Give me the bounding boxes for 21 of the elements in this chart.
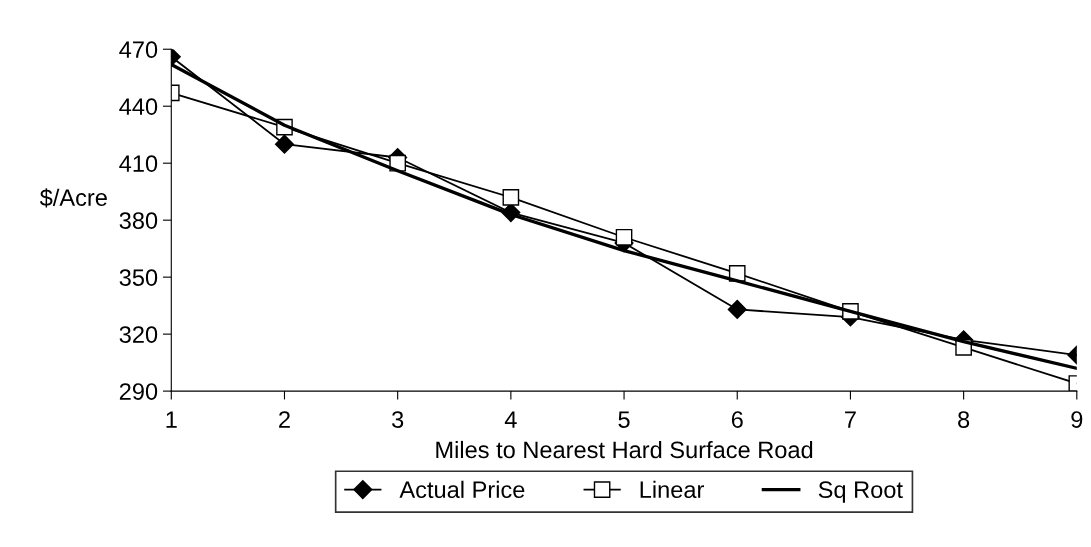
legend-label: Actual Price [399, 480, 525, 499]
y-tick-label: 470 [119, 41, 158, 59]
x-tick-label: 2 [279, 411, 290, 428]
x-axis-title: Miles to Nearest Hard Surface Road [436, 440, 813, 459]
x-tick-label: 3 [392, 411, 404, 428]
x-tick-label: 6 [731, 411, 743, 428]
y-tick-label: 350 [119, 269, 158, 286]
x-tick-label: 7 [845, 411, 856, 428]
y-axis-title: $/Acre [39, 188, 107, 208]
y-tick-label: 410 [119, 155, 158, 172]
legend-label: Sq Root [818, 481, 903, 503]
x-tick-label: 1 [166, 411, 177, 428]
legend-label: Linear [640, 480, 704, 499]
y-tick-label: 440 [119, 98, 158, 115]
x-tick-label: 9 [1071, 411, 1083, 428]
y-tick-label: 320 [119, 326, 158, 343]
x-tick-label: 4 [504, 411, 517, 428]
x-tick-label: 5 [618, 411, 630, 428]
y-tick-label: 380 [119, 212, 158, 229]
y-tick-label: 290 [119, 383, 158, 400]
x-tick-label: 8 [958, 411, 970, 428]
